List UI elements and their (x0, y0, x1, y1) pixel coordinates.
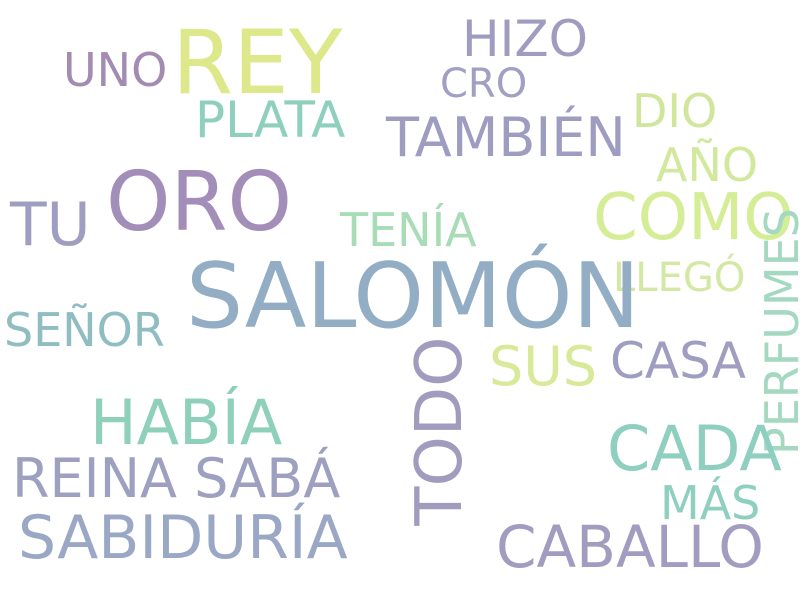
word-senor: SEÑOR (4, 303, 165, 357)
word-tenia: TENÍA (340, 203, 477, 257)
word-llego: LLEGÓ (613, 255, 746, 301)
word-caballo: CABALLO (496, 513, 764, 581)
word-habia: HABÍA (90, 386, 283, 459)
word-sus: SUS (489, 335, 598, 398)
word-tu: TU (10, 190, 91, 260)
word-sabiduria: SABIDURÍA (18, 503, 348, 573)
word-uno: UNO (63, 43, 168, 97)
word-mas: MÁS (660, 476, 761, 530)
word-oro: ORO (106, 155, 293, 250)
word-salomon: SALOMÓN (186, 244, 640, 349)
word-casa: CASA (610, 332, 746, 390)
word-todo: TODO (403, 336, 477, 526)
word-plata: PLATA (195, 91, 346, 149)
word-hizo: HIZO (462, 10, 588, 68)
word-ano: AÑO (656, 138, 759, 192)
word-rey: REY (172, 11, 343, 114)
word-reina-saba: REINA SABÁ (12, 447, 341, 510)
word-como: COMO (593, 181, 794, 255)
word-cada: CADA (607, 412, 782, 485)
word-tambien: TAMBIÉN (386, 106, 626, 169)
word-cro: CRO (440, 61, 528, 107)
word-dio: DIO (632, 84, 718, 138)
